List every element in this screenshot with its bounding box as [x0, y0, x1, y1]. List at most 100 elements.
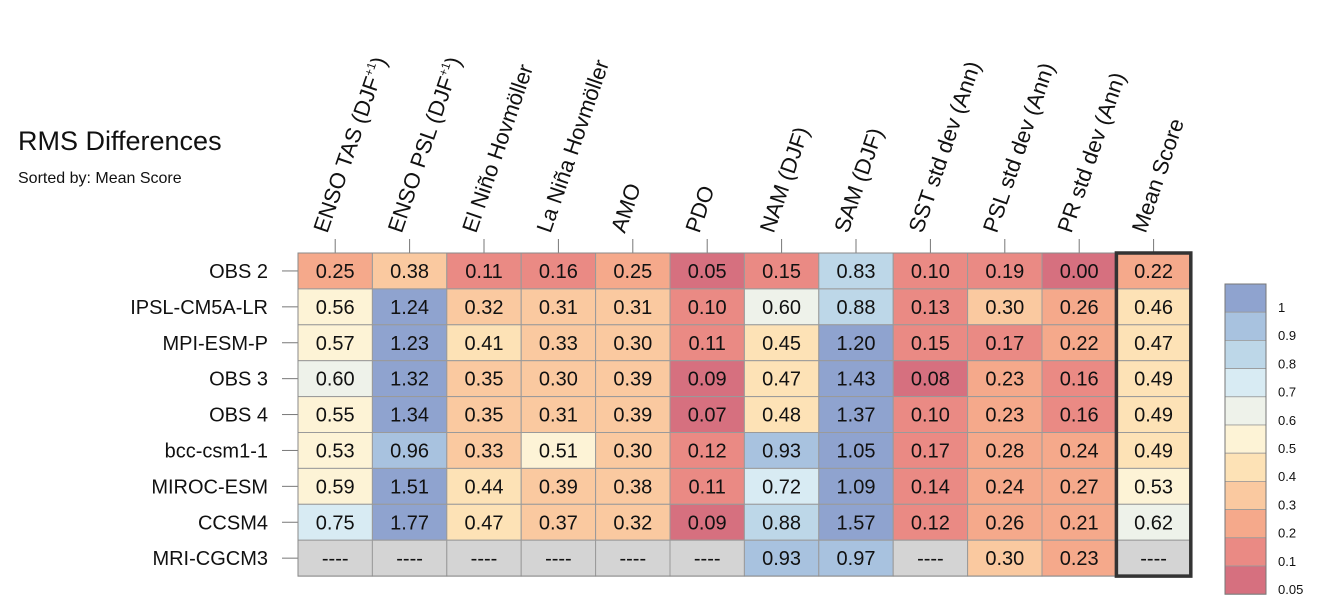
heatmap-cell	[818, 432, 894, 469]
colorbar-swatch	[1224, 339, 1267, 369]
heatmap-cell	[743, 288, 820, 326]
cell-value-label: 0.45	[762, 333, 801, 355]
cell-value-label: 1.43	[837, 369, 876, 391]
row-label: bcc-csm1-1	[165, 440, 268, 462]
heatmap-cell	[743, 432, 820, 469]
row-label: OBS 3	[209, 369, 268, 391]
heatmap-cell	[595, 288, 671, 326]
heatmap-cell	[743, 324, 820, 362]
cell-value-label: 0.30	[985, 297, 1024, 319]
cell-value-label: 0.39	[613, 405, 652, 427]
cell-value-label: 0.47	[1134, 333, 1173, 355]
column-label: ENSO PSL (DJF+1)	[383, 53, 467, 235]
colorbar-swatch	[1224, 565, 1267, 595]
cell-value-label: 0.11	[465, 261, 502, 283]
cell-value-label: 1.77	[390, 512, 429, 534]
heatmap-cell	[1115, 503, 1192, 541]
heatmap-cell	[371, 539, 448, 577]
heatmap-cell	[520, 503, 597, 541]
cell-value-label: 0.49	[1134, 405, 1173, 427]
heatmap-cell	[1041, 360, 1117, 398]
heatmap-cell	[595, 324, 671, 362]
heatmap-cell	[1115, 432, 1192, 469]
cell-value-label: 0.10	[688, 297, 727, 319]
cell-value-label: 0.07	[688, 405, 727, 427]
cell-value-label: 0.47	[762, 369, 801, 391]
colorbar-tick-label: 0.6	[1278, 413, 1296, 428]
heatmap-cell	[669, 396, 745, 434]
column-label: NAM (DJF)	[755, 123, 814, 235]
colorbar-swatch	[1224, 368, 1267, 398]
colorbar-swatch	[1224, 311, 1267, 341]
cell-value-label: 1.09	[837, 476, 876, 498]
cell-value-label: 0.53	[1134, 476, 1173, 498]
cell-value-label: 0.97	[837, 548, 876, 570]
cell-value-label: ----	[545, 548, 572, 570]
cell-value-label: 0.17	[985, 333, 1024, 355]
cell-value-label: 1.57	[837, 512, 876, 534]
heatmap-cell	[520, 324, 597, 362]
cell-value-label: 0.38	[613, 476, 652, 498]
cell-value-label: 0.26	[985, 512, 1024, 534]
cell-value-label: 0.27	[1060, 476, 1099, 498]
column-label: La Niña Hovmöller	[531, 56, 614, 235]
heatmap-cell	[967, 467, 1043, 505]
highlighted-column-frame	[1114, 251, 1193, 578]
heatmap-cell	[297, 467, 373, 505]
row-label: MIROC-ESM	[151, 476, 268, 498]
cell-value-label: 1.37	[837, 405, 876, 427]
cell-value-label: 0.26	[1060, 297, 1099, 319]
cell-value-label: 0.32	[465, 297, 504, 319]
cell-value-label: 0.19	[985, 261, 1024, 283]
cell-value-label: 0.37	[539, 512, 578, 534]
colorbar-swatch	[1224, 283, 1267, 313]
heatmap-cell	[892, 539, 969, 577]
cell-value-label: 0.39	[613, 369, 652, 391]
colorbar-swatch	[1224, 480, 1267, 510]
heatmap-cell	[967, 432, 1043, 469]
heatmap-cell	[1041, 288, 1117, 326]
cell-value-label: 0.15	[762, 261, 801, 283]
heatmap-cell	[818, 503, 894, 541]
cell-value-label: 1.51	[390, 476, 429, 498]
heatmap-cell	[520, 467, 597, 505]
row-label: CCSM4	[198, 512, 268, 534]
heatmap-cell	[1115, 360, 1192, 398]
heatmap-cell	[818, 288, 894, 326]
cell-value-label: 0.12	[911, 512, 950, 534]
cell-value-label: 0.23	[1060, 548, 1099, 570]
heatmap-cell	[892, 503, 969, 541]
heatmap-cell	[892, 252, 969, 290]
heatmap-cell	[818, 539, 894, 577]
cell-value-label: 0.11	[688, 476, 725, 498]
cell-value-label: 0.93	[762, 548, 801, 570]
cell-value-label: 0.72	[762, 476, 801, 498]
row-label: OBS 2	[209, 261, 268, 283]
cell-value-label: 0.46	[1134, 297, 1173, 319]
colorbar-tick-label: 0.8	[1278, 356, 1296, 371]
cell-value-label: 0.38	[390, 261, 429, 283]
row-label: OBS 4	[209, 405, 268, 427]
heatmap-cell	[520, 288, 597, 326]
heatmap-cell	[669, 288, 745, 326]
heatmap-cell	[520, 432, 597, 469]
heatmap-cell	[967, 288, 1043, 326]
cell-value-label: 0.55	[316, 405, 355, 427]
cell-value-label: 0.30	[613, 440, 652, 462]
cell-value-label: 0.88	[837, 297, 876, 319]
colorbar-tick-label: 0.1	[1278, 554, 1296, 569]
cell-value-label: 0.83	[837, 261, 876, 283]
heatmap-cell	[1041, 539, 1117, 577]
heatmap-cell	[297, 503, 373, 541]
cell-value-label: 0.11	[688, 333, 725, 355]
heatmap-cell	[371, 467, 448, 505]
heatmap-cell	[892, 324, 969, 362]
cell-value-label: 0.49	[1134, 440, 1173, 462]
cell-value-label: ----	[471, 548, 498, 570]
cell-value-label: 0.15	[911, 333, 950, 355]
heatmap-cell	[1041, 396, 1117, 434]
cell-value-label: 0.75	[316, 512, 355, 534]
heatmap-cell	[967, 252, 1043, 290]
cell-value-label: 0.23	[985, 405, 1024, 427]
cell-value-label: 0.16	[1060, 405, 1099, 427]
